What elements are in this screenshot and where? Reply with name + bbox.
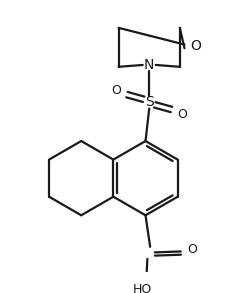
Text: O: O <box>178 108 188 121</box>
Text: S: S <box>145 95 154 109</box>
Text: O: O <box>187 243 197 256</box>
Text: O: O <box>190 39 201 53</box>
Text: HO: HO <box>133 283 152 293</box>
Text: O: O <box>111 84 121 96</box>
Text: N: N <box>144 58 154 72</box>
